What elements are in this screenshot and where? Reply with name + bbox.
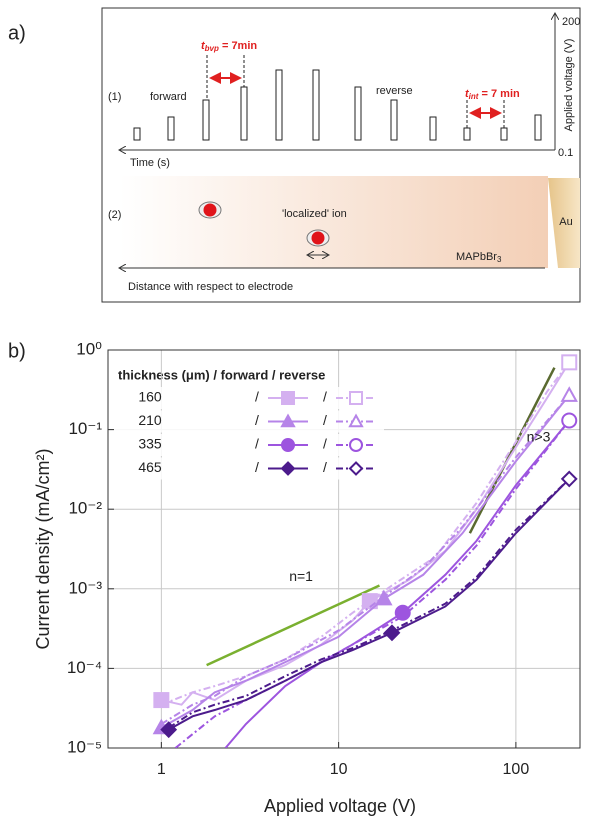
legend-bg	[114, 457, 384, 480]
marker	[561, 412, 578, 429]
marker	[281, 391, 295, 405]
legend-label: 335	[138, 436, 162, 452]
time-axis-label: Time (s)	[130, 157, 170, 169]
t-int-label: tint = 7 min	[465, 88, 520, 101]
row-label: (2)	[108, 209, 121, 221]
line	[168, 478, 570, 729]
slope-line	[206, 584, 380, 667]
legend-separator: /	[255, 459, 259, 475]
marker	[153, 692, 170, 709]
legend-bg	[114, 434, 384, 456]
legend-bg	[114, 410, 384, 433]
material-label: MAPbBr3	[456, 251, 502, 264]
panel-label: b)	[8, 340, 26, 362]
legend-separator: /	[255, 436, 259, 452]
marker	[280, 461, 296, 476]
slope-line	[468, 367, 556, 534]
legend-separator: /	[323, 436, 327, 452]
ion	[311, 231, 325, 245]
x-tick-label: 1	[157, 761, 166, 778]
line	[160, 361, 571, 706]
legend-separator: /	[255, 389, 259, 405]
y-axis-title: Current density (mA/cm²)	[33, 448, 53, 649]
marker	[561, 354, 578, 371]
electrode	[548, 178, 580, 268]
y-tick-label: 10⁰	[76, 339, 102, 358]
y-tick-label: 10⁻⁴	[67, 658, 102, 677]
legend-separator: /	[255, 412, 259, 428]
electrode-label: Au	[559, 216, 572, 228]
marker	[160, 721, 178, 739]
legend-title: thickness (μm) / forward / reverse	[118, 367, 325, 382]
y-tick-label: 10⁻³	[68, 578, 102, 597]
dashed-guides	[206, 55, 505, 128]
perovskite-layer	[120, 176, 548, 268]
legend-bg	[114, 387, 384, 409]
x-tick-label: 10	[330, 761, 348, 778]
marker	[383, 624, 401, 642]
y-tick-label: 10⁻¹	[68, 419, 102, 438]
marker	[394, 604, 411, 621]
marker	[281, 438, 295, 452]
marker	[375, 589, 393, 606]
marker	[348, 413, 364, 428]
plot-frame	[107, 349, 581, 749]
line	[224, 419, 571, 748]
legend-separator: /	[323, 412, 327, 428]
marker	[348, 461, 364, 476]
ion	[203, 203, 217, 217]
marker	[560, 470, 578, 488]
legend-label: 160	[138, 389, 162, 405]
legend-separator: /	[323, 459, 327, 475]
distance-axis-label: Distance with respect to electrode	[128, 281, 293, 293]
legend-label: 210	[138, 412, 162, 428]
voltage-max: 200	[562, 16, 580, 28]
voltage-min: 0.1	[558, 147, 573, 159]
marker	[560, 386, 578, 402]
reverse-label: reverse	[376, 85, 413, 97]
t-bvp-label: tbvp = 7min	[201, 40, 257, 53]
marker	[349, 438, 363, 452]
pulses	[133, 69, 542, 141]
y-tick-label: 10⁻²	[68, 499, 102, 518]
ion-label: 'localized' ion	[282, 208, 347, 220]
line	[160, 394, 570, 725]
legend-label: 465	[138, 459, 162, 475]
forward-label: forward	[150, 91, 187, 103]
voltage-axis-label: Applied voltage (V)	[563, 39, 575, 132]
marker	[280, 413, 296, 428]
panel-a-frame	[101, 7, 581, 303]
annotation: n>3	[527, 428, 551, 444]
x-axis-title: Applied voltage (V)	[264, 796, 416, 816]
x-tick-label: 100	[503, 761, 530, 778]
marker	[349, 391, 363, 405]
panel-label: a)	[8, 22, 26, 44]
y-tick-label: 10⁻⁵	[67, 737, 102, 756]
line	[160, 394, 571, 729]
row-label: (1)	[108, 91, 121, 103]
line	[161, 361, 571, 706]
line	[168, 478, 570, 731]
legend-separator: /	[323, 389, 327, 405]
annotation: n=1	[289, 568, 313, 584]
